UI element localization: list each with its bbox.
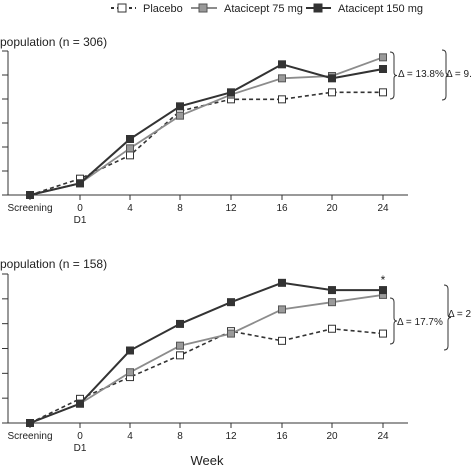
chart-panel-2: Screening 0D1 4 8 12 16 20 24 Δ = 17.7% Δ = 2 *: [2, 273, 472, 454]
delta-brace: [389, 51, 398, 100]
data-point-placebo: [126, 151, 134, 160]
legend: Placebo Atacicept 75 mg Atacicept 150 mg: [111, 3, 423, 15]
data-point-placebo: [379, 88, 387, 97]
series-line-placebo: [29, 327, 384, 424]
series-line-atacicept-150-mg: [29, 281, 383, 424]
data-point-atacicept-75-mg: [379, 53, 387, 62]
data-point-placebo: [278, 336, 286, 345]
delta-annotation: Δ = 9.: [446, 69, 472, 80]
x-tick-label: 12: [225, 431, 237, 442]
x-tick-label: 8: [177, 203, 183, 214]
delta-annotation: Δ = 13.8%: [398, 69, 444, 80]
data-point-atacicept-150-mg: [126, 135, 134, 143]
delta-brace: [389, 297, 398, 345]
legend-label-150mg: Atacicept 150 mg: [338, 3, 423, 15]
legend-item-75mg: Atacicept 75 mg: [191, 3, 303, 15]
data-point-atacicept-150-mg: [227, 298, 235, 307]
delta-annotation: Δ = 17.7%: [397, 317, 443, 328]
x-tick-label: 24: [377, 431, 389, 442]
data-point-placebo: [328, 88, 336, 97]
x-tick-label: 4: [127, 203, 133, 214]
delta-brace: [441, 49, 450, 101]
series-line-atacicept-75-mg: [29, 294, 384, 424]
x-tick-label: 0: [77, 203, 83, 214]
x-tick-label: Screening: [7, 203, 52, 214]
data-point-placebo: [176, 351, 184, 360]
x-tick-label: 16: [276, 431, 288, 442]
x-tick-sublabel: D1: [74, 443, 87, 454]
data-point-atacicept-150-mg: [26, 191, 34, 199]
legend-item-placebo: Placebo: [111, 3, 183, 15]
delta-brace: [443, 284, 452, 351]
data-point-atacicept-75-mg: [278, 305, 286, 314]
x-tick-label: 4: [127, 431, 133, 442]
data-point-atacicept-150-mg: [278, 278, 286, 287]
x-axis-title: Week: [191, 453, 224, 468]
x-tick-label: Screening: [7, 431, 52, 442]
x-tick-label: 0: [77, 431, 83, 442]
delta-annotation: Δ = 2: [448, 309, 472, 320]
data-point-atacicept-150-mg: [278, 60, 286, 69]
data-point-atacicept-75-mg: [278, 74, 286, 83]
chart-panel-1: Screening 0D1 4 8 12 16 20 24 Δ = 13.8% Δ = 9.: [2, 49, 472, 226]
data-point-atacicept-75-mg: [328, 298, 336, 307]
legend-item-150mg: Atacicept 150 mg: [306, 3, 423, 15]
data-point-atacicept-150-mg: [176, 102, 184, 111]
data-point-atacicept-150-mg: [26, 419, 34, 427]
data-point-atacicept-150-mg: [227, 88, 235, 97]
data-point-atacicept-75-mg: [176, 111, 184, 120]
x-tick-label: 12: [225, 203, 237, 214]
data-point-atacicept-150-mg: [176, 319, 184, 328]
legend-label-75mg: Atacicept 75 mg: [224, 3, 303, 15]
x-tick-label: 8: [177, 431, 183, 442]
data-point-atacicept-150-mg: [379, 65, 387, 73]
panel-1-title: population (n = 306): [0, 35, 107, 49]
data-point-atacicept-150-mg: [328, 74, 336, 83]
x-tick-label: 24: [377, 203, 389, 214]
panel-2-title: population (n = 158): [0, 257, 107, 271]
legend-label-placebo: Placebo: [143, 3, 183, 15]
data-point-atacicept-75-mg: [126, 144, 134, 153]
x-tick-label: 16: [276, 203, 288, 214]
data-point-atacicept-150-mg: [379, 286, 387, 295]
data-point-atacicept-75-mg: [227, 329, 235, 338]
data-point-atacicept-150-mg: [76, 399, 84, 408]
data-point-atacicept-150-mg: [328, 286, 336, 295]
data-point-atacicept-75-mg: [126, 368, 134, 377]
x-tick-sublabel: D1: [74, 215, 87, 226]
data-point-atacicept-75-mg: [176, 341, 184, 350]
series-line-atacicept-150-mg: [29, 63, 384, 196]
x-tick-label: 20: [326, 203, 338, 214]
x-tick-label: 20: [326, 431, 338, 442]
data-point-placebo: [328, 324, 336, 333]
data-point-atacicept-150-mg: [76, 179, 84, 188]
data-point-placebo: [278, 95, 286, 104]
data-point-atacicept-150-mg: [126, 346, 134, 355]
data-point-placebo: [379, 329, 387, 338]
significance-marker: *: [381, 273, 386, 287]
